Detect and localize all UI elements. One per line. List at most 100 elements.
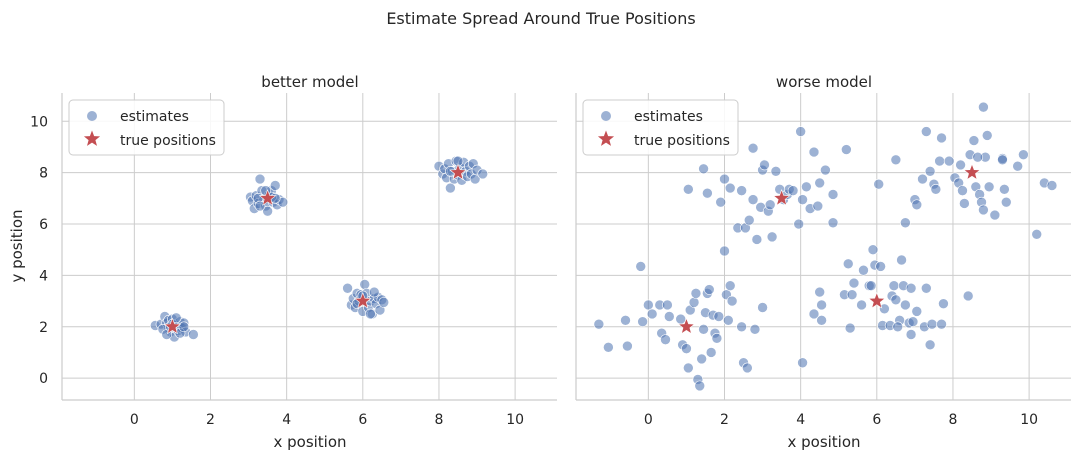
estimate-point [646, 308, 658, 320]
estimate-point [955, 159, 966, 171]
estimate-point [719, 173, 730, 185]
estimate-point [637, 316, 648, 327]
estimate-point [907, 316, 919, 327]
estimate-point [724, 280, 736, 291]
estimate-point [983, 181, 995, 193]
estimate-point [1046, 180, 1058, 191]
estimate-point [981, 130, 993, 141]
points-layer [149, 155, 489, 343]
panel-better-model: better model 0 2 4 6 8 10 0 2 4 6 8 10 x position e… [30, 73, 557, 451]
estimate-point [924, 339, 936, 351]
x-tick-label: 0 [644, 412, 653, 428]
estimate-point [812, 200, 824, 212]
estimate-point [751, 234, 763, 245]
legend-true-positions-label: true positions [120, 133, 216, 149]
estimate-point [911, 199, 923, 211]
estimate-point [930, 184, 942, 195]
estimate-point [170, 312, 182, 324]
estimate-point [865, 280, 877, 291]
legend-estimates-marker [601, 111, 611, 121]
estimate-point [724, 182, 736, 194]
estimate-point [943, 155, 955, 167]
estimate-point [759, 159, 770, 171]
legend: estimates true positions [582, 99, 739, 156]
spine-layer [61, 93, 557, 401]
estimate-point [959, 198, 970, 209]
estimate-point [957, 185, 968, 196]
tick-labels: 0 2 4 6 8 10 [644, 412, 1038, 428]
estimate-point [660, 334, 671, 345]
estimate-point [972, 151, 984, 163]
estimate-point [713, 311, 725, 322]
estimate-point [703, 284, 715, 295]
x-tick-label: 10 [1020, 412, 1038, 428]
true-position-star [772, 188, 791, 206]
estimate-point [723, 315, 734, 326]
estimate-point [365, 308, 376, 320]
estimate-point [801, 181, 812, 193]
panel-worse-model: worse model 0 2 4 6 8 10 x position estimates… [575, 73, 1071, 451]
estimate-point [997, 154, 1008, 166]
true-position-star [258, 188, 277, 206]
estimate-point [858, 264, 869, 276]
estimate-point [342, 282, 353, 294]
estimate-point [841, 144, 852, 155]
legend-estimates-marker [87, 111, 97, 121]
estimate-point [681, 343, 692, 354]
x-tick-label: 6 [872, 412, 881, 428]
estimate-point [747, 142, 759, 154]
estimate-point [808, 146, 820, 158]
legend-true-positions-label: true positions [634, 133, 730, 149]
estimate-point [989, 209, 1001, 221]
true-positions-layer [163, 163, 467, 335]
estimate-point [690, 288, 702, 299]
estimate-point [900, 299, 911, 311]
x-axis-label: x position [787, 433, 860, 451]
estimate-point [924, 166, 936, 177]
estimate-point [921, 282, 932, 294]
estimate-point [892, 321, 904, 333]
estimate-point [742, 362, 753, 374]
estimate-point [715, 196, 726, 208]
legend-true-positions-marker [597, 130, 615, 146]
estimate-point [875, 261, 886, 272]
estimate-point [188, 329, 199, 340]
y-tick-label: 4 [39, 268, 48, 284]
true-positions-layer [677, 163, 981, 335]
estimate-point [705, 347, 717, 358]
estimate-point [844, 322, 856, 334]
x-tick-label: 6 [358, 412, 367, 428]
estimate-point [787, 185, 799, 196]
estimate-point [856, 299, 867, 311]
true-position-star [163, 317, 182, 335]
estimate-point [477, 168, 489, 180]
estimate-point [749, 324, 761, 335]
estimate-point [917, 173, 928, 185]
estimate-point [814, 286, 825, 298]
estimate-point [848, 277, 860, 289]
estimate-point [888, 280, 900, 291]
estimate-point [1031, 229, 1043, 240]
estimate-point [879, 303, 890, 315]
estimate-point [254, 200, 266, 212]
estimate-point [814, 177, 825, 189]
estimate-point [593, 318, 605, 330]
true-position-star [677, 317, 696, 335]
estimate-point [827, 217, 839, 229]
estimate-point [688, 297, 700, 308]
estimate-point [698, 324, 709, 335]
estimate-point [378, 297, 390, 308]
y-tick-label: 8 [39, 166, 48, 182]
estimate-point [711, 333, 723, 344]
estimate-point [936, 132, 947, 144]
x-tick-label: 8 [949, 412, 958, 428]
estimate-point [726, 295, 738, 307]
points-layer [593, 101, 1058, 392]
estimate-point [962, 290, 974, 302]
estimate-point [675, 313, 687, 325]
tick-labels: 0 2 4 6 8 10 0 2 4 6 8 10 [30, 114, 524, 428]
estimate-point [890, 294, 902, 306]
estimate-point [663, 311, 675, 322]
true-position-star [353, 291, 372, 309]
estimate-point [842, 258, 854, 270]
